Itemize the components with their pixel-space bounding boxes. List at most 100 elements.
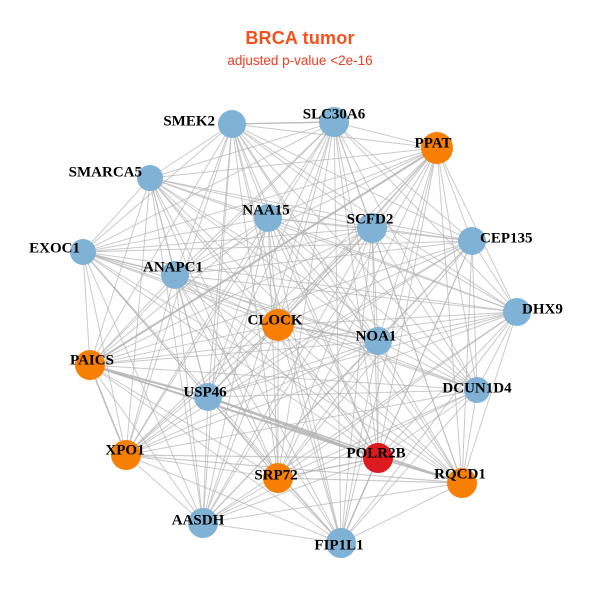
network-edge xyxy=(277,227,373,479)
node-circle[interactable] xyxy=(421,132,453,164)
network-edge xyxy=(277,477,342,544)
node-circle[interactable] xyxy=(137,165,163,191)
network-edge xyxy=(149,177,342,544)
network-node[interactable]: SLC30A6 xyxy=(303,106,366,137)
network-edge xyxy=(333,121,478,391)
node-circle[interactable] xyxy=(447,468,477,498)
network-node[interactable]: AASDH xyxy=(172,508,225,538)
node-circle[interactable] xyxy=(357,213,387,243)
network-edge xyxy=(82,177,151,253)
network-edge xyxy=(82,251,91,366)
node-label: SMEK2 xyxy=(163,113,215,129)
network-edge xyxy=(371,227,478,391)
network-node[interactable]: CEP135 xyxy=(458,227,533,255)
node-layer[interactable]: SMEK2 SLC30A6 PPAT SMARCA5 NAA15 SCFD2 CEP135 E… xyxy=(29,106,563,558)
network-edge xyxy=(377,340,478,391)
node-label: ANAPC1 xyxy=(143,259,203,275)
network-edge xyxy=(267,217,478,391)
network-edge xyxy=(174,274,204,524)
network-edge xyxy=(471,240,518,313)
network-edge xyxy=(89,147,438,366)
network-edge xyxy=(149,123,233,179)
node-circle[interactable] xyxy=(464,377,490,403)
node-circle[interactable] xyxy=(161,261,189,289)
network-node[interactable]: FIP1L1 xyxy=(314,528,364,558)
node-circle[interactable] xyxy=(262,309,294,341)
node-circle[interactable] xyxy=(70,239,96,265)
network-node[interactable]: SCFD2 xyxy=(347,211,394,243)
network-node[interactable]: SMARCA5 xyxy=(69,164,163,191)
node-circle[interactable] xyxy=(218,110,246,138)
node-circle[interactable] xyxy=(188,508,218,538)
node-circle[interactable] xyxy=(254,204,282,232)
network-edge xyxy=(174,274,342,544)
node-circle[interactable] xyxy=(326,528,356,558)
network-edge xyxy=(125,274,176,456)
node-circle[interactable] xyxy=(364,327,392,355)
network-edge xyxy=(82,251,518,313)
network-node[interactable]: DCUN1D4 xyxy=(442,377,512,403)
network-edge xyxy=(82,240,473,253)
node-circle[interactable] xyxy=(263,463,293,493)
network-node[interactable]: DHX9 xyxy=(503,298,563,326)
network-edge xyxy=(277,340,379,479)
network-node[interactable]: SMEK2 xyxy=(163,110,246,138)
network-edge xyxy=(89,123,233,366)
node-label: RQCD1 xyxy=(434,466,486,482)
network-node[interactable]: RQCD1 xyxy=(434,466,486,498)
network-edge xyxy=(125,454,342,544)
network-node[interactable]: PAICS xyxy=(70,350,114,380)
node-circle[interactable] xyxy=(363,443,393,473)
network-node[interactable]: USP46 xyxy=(183,383,227,411)
network-node[interactable]: XPO1 xyxy=(105,440,145,470)
node-circle[interactable] xyxy=(503,298,531,326)
network-node[interactable]: SRP72 xyxy=(254,463,298,493)
network-edge xyxy=(202,389,478,524)
network-edge xyxy=(207,240,473,398)
network-edge xyxy=(89,177,151,366)
network-edge xyxy=(202,324,279,524)
node-circle[interactable] xyxy=(75,350,105,380)
network-edge xyxy=(277,457,379,479)
network-edge xyxy=(436,147,473,242)
node-label: FIP1L1 xyxy=(314,537,363,553)
node-label: POLR2B xyxy=(346,445,405,461)
network-edge xyxy=(377,311,518,342)
network-edge xyxy=(267,147,438,219)
network-edge xyxy=(231,123,373,229)
network-edge xyxy=(377,340,463,484)
network-edge xyxy=(174,274,518,313)
node-circle[interactable] xyxy=(458,227,486,255)
network-node[interactable]: NAA15 xyxy=(242,202,290,232)
node-circle[interactable] xyxy=(319,107,349,137)
network-edge xyxy=(125,454,279,479)
node-label: SMARCA5 xyxy=(69,164,142,180)
network-edge xyxy=(174,274,209,398)
network-edge xyxy=(277,389,478,479)
node-label: DCUN1D4 xyxy=(442,380,512,396)
network-edge xyxy=(371,227,463,484)
network-node[interactable]: EXOC1 xyxy=(29,239,96,265)
network-edge xyxy=(174,274,379,342)
network-edge xyxy=(89,240,473,366)
network-edge xyxy=(125,217,269,456)
network-node[interactable]: ANAPC1 xyxy=(143,259,203,289)
network-edge xyxy=(82,251,279,326)
network-edge xyxy=(207,389,478,398)
network-node[interactable]: CLOCK xyxy=(247,309,303,341)
network-edge xyxy=(436,147,478,391)
network-node[interactable]: PPAT xyxy=(415,132,453,164)
network-edge xyxy=(340,457,379,544)
network-node[interactable]: POLR2B xyxy=(346,443,406,473)
network-edge xyxy=(89,121,335,366)
network-edge xyxy=(82,217,269,253)
network-edge xyxy=(202,482,463,524)
network-edge xyxy=(277,324,379,342)
network-edge xyxy=(277,324,463,484)
node-circle[interactable] xyxy=(111,440,141,470)
network-edge xyxy=(89,311,518,366)
network-node[interactable]: NOA1 xyxy=(356,327,397,355)
node-circle[interactable] xyxy=(194,383,222,411)
